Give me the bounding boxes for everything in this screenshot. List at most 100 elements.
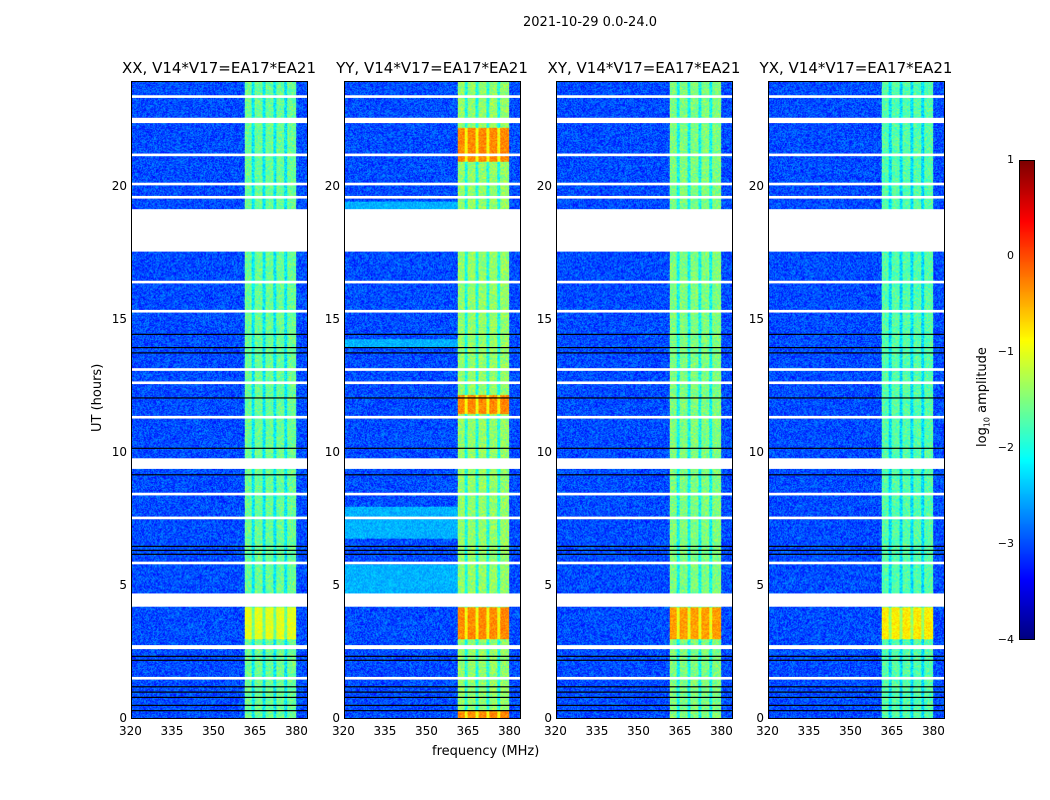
dark-line [557,691,732,693]
x-tick-label: 335 [373,724,397,738]
flagged-interval [132,195,307,199]
flagged-interval [769,458,944,469]
y-tick-label: 10 [748,445,764,460]
dark-line [557,655,732,657]
flagged-interval [769,561,944,565]
flagged-interval [557,561,732,565]
flagged-interval [769,153,944,157]
dark-line [557,397,732,399]
dark-line [557,696,732,698]
y-tick-label: 15 [536,312,552,327]
dark-line [557,686,732,688]
dark-line [345,549,520,551]
y-tick-label: 20 [536,179,552,194]
flagged-interval [557,368,732,371]
flagged-interval [345,309,520,313]
flagged-interval [769,676,944,680]
colorbar-label-tail: amplitude [975,347,990,417]
dark-line [769,691,944,693]
flagged-interval [345,117,520,124]
dark-line [132,474,307,476]
spectrogram-image [769,82,944,718]
x-tick-label: 365 [668,724,692,738]
dark-line [345,545,520,547]
dark-line [345,347,520,349]
x-tick-label: 335 [585,724,609,738]
dark-line [769,549,944,551]
colorbar-label-sub: 10 [982,416,992,428]
flagged-interval [769,415,944,419]
flagged-interval [769,309,944,313]
dark-line [345,704,520,706]
flagged-interval [557,195,732,199]
spectrogram-image [557,82,732,718]
dark-line [769,352,944,354]
dark-line [769,397,944,399]
flagged-interval [769,492,944,496]
dark-line [345,655,520,657]
x-tick-label: 320 [119,724,142,738]
y-tick-label: 5 [544,578,552,593]
flagged-interval [132,645,307,650]
dark-line [345,710,520,712]
x-tick-label: 350 [626,724,650,738]
dark-line [345,474,520,476]
y-tick-label: 10 [111,445,127,460]
flagged-interval [345,458,520,469]
flagged-interval [345,645,520,650]
dark-line [132,397,307,399]
flagged-interval [345,95,520,98]
flagged-interval [345,280,520,284]
dark-line [345,691,520,693]
dark-line [132,704,307,706]
flagged-interval [769,645,944,650]
dark-line [769,686,944,688]
dark-line [132,447,307,449]
spectrogram-panel [131,81,308,719]
dark-line [132,686,307,688]
x-tick-label: 335 [797,724,821,738]
dark-line [557,710,732,712]
colorbar-label: log10 amplitude [975,347,992,447]
flagged-interval [557,280,732,284]
dark-line [345,659,520,661]
flagged-interval [769,95,944,98]
dark-line [769,474,944,476]
flagged-interval [769,516,944,520]
flagged-interval [345,593,520,607]
flagged-interval [345,195,520,199]
x-tick-label: 380 [709,724,733,738]
y-tick-label: 15 [111,312,127,327]
spectrogram-panel [768,81,945,719]
dark-line [557,474,732,476]
y-tick-label: 5 [756,578,764,593]
dark-line [557,333,732,335]
flagged-interval [345,415,520,419]
flagged-interval [769,368,944,371]
figure-title: 2021-10-29 0.0-24.0 [523,15,657,30]
flagged-interval [769,117,944,124]
flagged-interval [132,309,307,313]
flagged-interval [769,209,944,252]
x-tick-label: 365 [456,724,480,738]
dark-line [557,352,732,354]
flagged-interval [132,676,307,680]
flagged-interval [557,516,732,520]
y-tick-label: 0 [756,711,764,725]
dark-line [132,710,307,712]
spectrogram-panel [556,81,733,719]
x-tick-label: 350 [201,724,225,738]
y-tick-label: 5 [119,578,127,593]
flagged-interval [557,676,732,680]
colorbar-tick-label: 0 [1007,249,1014,262]
x-axis-label: frequency (MHz) [432,744,540,759]
flagged-interval [132,458,307,469]
colorbar-label-main: log [975,427,990,447]
dark-line [769,655,944,657]
x-tick-label: 380 [284,724,308,738]
dark-line [769,545,944,547]
y-tick-label: 20 [111,179,127,194]
flagged-interval [132,153,307,157]
flagged-interval [557,182,732,186]
